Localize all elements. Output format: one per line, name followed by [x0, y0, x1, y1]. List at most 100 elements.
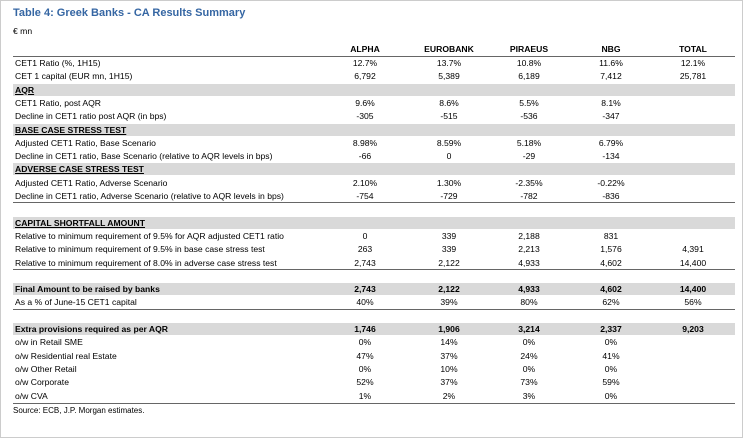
row-label: o/w in Retail SME — [15, 337, 83, 348]
cell: 56% — [684, 297, 702, 308]
cell: -347 — [602, 111, 620, 122]
cell: 2,122 — [438, 284, 460, 295]
cell: 2% — [442, 390, 456, 401]
cell: -0.22% — [597, 177, 625, 188]
cell: 5.5% — [519, 97, 539, 108]
cell: 1.30% — [436, 177, 462, 188]
cell: 339 — [441, 244, 457, 255]
row-label: Decline in CET1 ratio post AQR (in bps) — [15, 111, 167, 122]
source: Source: ECB, J.P. Morgan estimates. — [13, 406, 145, 415]
cell: -66 — [358, 151, 372, 162]
cell: 41% — [602, 350, 620, 361]
cell: 0 — [362, 230, 368, 241]
cell: 0% — [604, 363, 618, 374]
cell: 1,576 — [600, 244, 622, 255]
cell: 6.79% — [598, 137, 624, 148]
cell: 73% — [520, 377, 538, 388]
cell: 0 — [446, 151, 452, 162]
section-band — [13, 123, 735, 136]
column-header: NBG — [601, 44, 621, 54]
cell: 1,746 — [354, 324, 376, 334]
column-header: EUROBANK — [424, 44, 474, 54]
section-heading: Final Amount to be raised by banks — [15, 284, 160, 295]
cell: 6,189 — [518, 71, 540, 82]
cell: 62% — [602, 297, 620, 308]
cell: 7,412 — [600, 71, 622, 82]
cell: 9.6% — [355, 97, 375, 108]
cell: 0% — [522, 363, 536, 374]
cell: 10% — [440, 363, 458, 374]
row-label: CET1 Ratio (%, 1H15) — [15, 58, 101, 68]
cell: -729 — [440, 191, 458, 201]
cell: 37% — [440, 350, 458, 361]
cell: 0% — [604, 390, 618, 401]
cell: 8.6% — [439, 97, 459, 108]
row-label: Adjusted CET1 Ratio, Adverse Scenario — [15, 177, 168, 188]
column-header: ALPHA — [350, 44, 380, 54]
cell: 37% — [440, 377, 458, 388]
cell: 40% — [356, 297, 374, 308]
cell: 13.7% — [436, 58, 462, 68]
row-label: Adjusted CET1 Ratio, Base Scenario — [15, 137, 156, 148]
unit: € mn — [13, 26, 33, 36]
row-label: As a % of June-15 CET1 capital — [15, 297, 137, 308]
cell: 25,781 — [679, 71, 707, 82]
cell: -29 — [522, 151, 536, 162]
row-label: o/w Other Retail — [15, 363, 77, 374]
cell: 2,188 — [518, 230, 540, 241]
section-band — [13, 283, 735, 296]
section-heading: AQR — [15, 84, 35, 95]
section-band — [13, 163, 735, 176]
cell: -515 — [440, 111, 458, 122]
section-heading: BASE CASE STRESS TEST — [15, 124, 127, 135]
column-header: PIRAEUS — [509, 44, 549, 54]
cell: 2,122 — [438, 257, 460, 268]
cell: 1,906 — [438, 324, 460, 334]
cell: 6,792 — [354, 71, 376, 82]
cell: 4,602 — [600, 284, 622, 295]
cell: 24% — [520, 350, 538, 361]
cell: 831 — [603, 230, 619, 241]
cell: 5,389 — [438, 71, 460, 82]
cell: 2,743 — [354, 284, 376, 295]
section-heading: CAPITAL SHORTFALL AMOUNT — [15, 217, 146, 228]
cell: 3% — [522, 390, 536, 401]
cell: 4,602 — [600, 257, 622, 268]
section-rule — [13, 268, 735, 270]
cell: 14,400 — [679, 284, 707, 295]
cell: 2,337 — [600, 324, 622, 334]
row-label: o/w Corporate — [15, 377, 69, 388]
cell: 11.6% — [599, 58, 623, 68]
cell: -2.35% — [515, 177, 543, 188]
cell: 10.8% — [516, 58, 542, 68]
cell: 0% — [358, 337, 372, 348]
cell: 2.10% — [352, 177, 378, 188]
cell: -782 — [520, 191, 538, 201]
section-heading: ADVERSE CASE STRESS TEST — [15, 164, 144, 175]
cell: 59% — [602, 377, 620, 388]
section-rule — [13, 308, 735, 310]
cell: -836 — [602, 191, 620, 201]
cell: 339 — [441, 230, 457, 241]
cell: 0% — [358, 363, 372, 374]
cell: 14,400 — [679, 257, 707, 268]
cell: 4,933 — [518, 257, 540, 268]
row-label: Relative to minimum requirement of 9.5% … — [15, 244, 265, 255]
row-label: Relative to minimum requirement of 8.0% … — [15, 257, 277, 268]
column-header: TOTAL — [679, 44, 707, 54]
cell: 4,933 — [518, 284, 540, 295]
cell: 39% — [440, 297, 458, 308]
section-band — [13, 323, 735, 335]
section-heading: Extra provisions required as per AQR — [15, 324, 168, 334]
cell: 8.59% — [436, 137, 462, 148]
cell: 12.7% — [352, 58, 378, 68]
cell: 80% — [520, 297, 538, 308]
cell: 2,213 — [518, 244, 540, 255]
cell: 52% — [356, 377, 374, 388]
cell: 14% — [440, 337, 458, 348]
row-label: CET1 Ratio, post AQR — [15, 97, 101, 108]
cell: 0% — [604, 337, 618, 348]
cell: 47% — [356, 350, 374, 361]
cell: 8.98% — [352, 137, 378, 148]
